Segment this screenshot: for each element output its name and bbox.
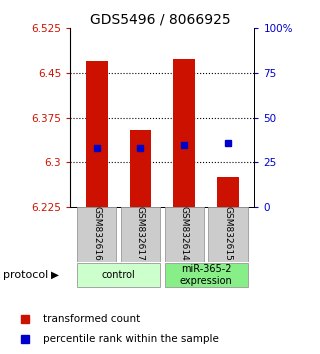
Text: GDS5496 / 8066925: GDS5496 / 8066925 [90, 12, 230, 27]
FancyBboxPatch shape [121, 207, 160, 262]
Bar [173, 59, 195, 207]
Text: ▶: ▶ [51, 270, 59, 280]
Text: GSM832615: GSM832615 [224, 206, 233, 261]
FancyBboxPatch shape [164, 207, 204, 262]
Text: percentile rank within the sample: percentile rank within the sample [43, 334, 219, 344]
Text: GSM832614: GSM832614 [180, 206, 189, 261]
FancyBboxPatch shape [77, 207, 116, 262]
FancyBboxPatch shape [77, 263, 160, 287]
Text: control: control [102, 270, 135, 280]
Bar [217, 177, 239, 207]
Text: miR-365-2
expression: miR-365-2 expression [180, 264, 233, 286]
Text: GSM832617: GSM832617 [136, 206, 145, 261]
Text: transformed count: transformed count [43, 314, 140, 324]
FancyBboxPatch shape [208, 207, 248, 262]
Text: protocol: protocol [3, 270, 48, 280]
Text: GSM832616: GSM832616 [92, 206, 101, 261]
Bar [86, 61, 108, 207]
Bar [130, 130, 151, 207]
FancyBboxPatch shape [164, 263, 248, 287]
